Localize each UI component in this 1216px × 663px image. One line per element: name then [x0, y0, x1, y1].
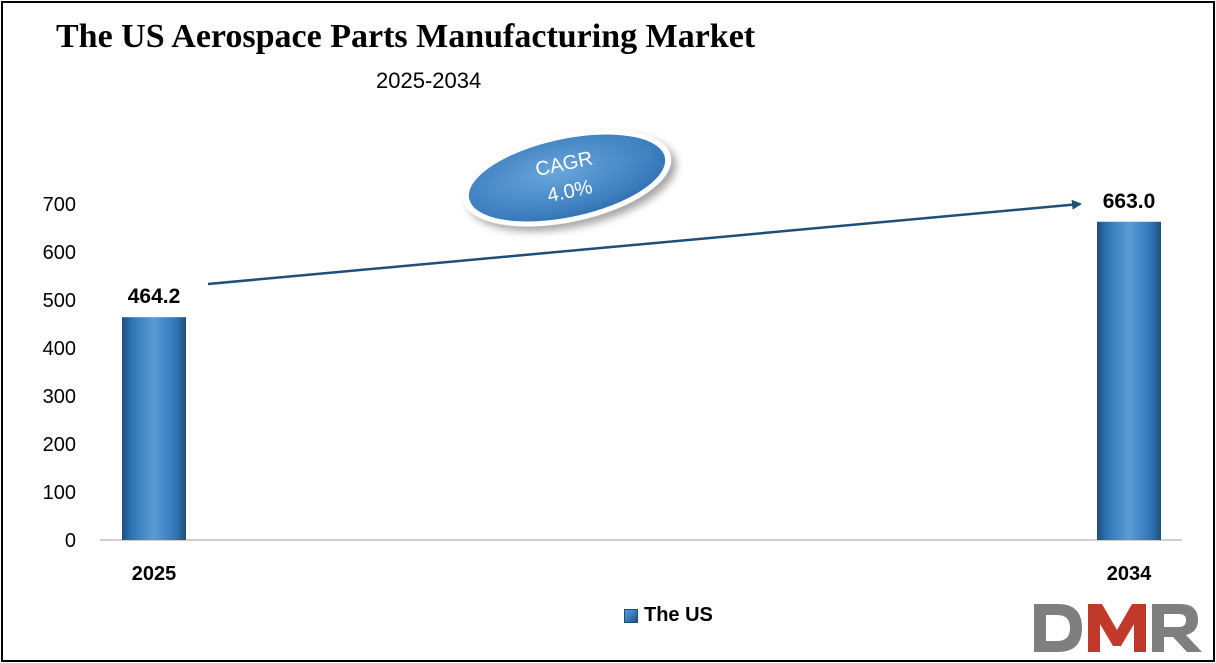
growth-arrow	[207, 199, 1082, 286]
legend-swatch	[624, 608, 638, 623]
y-tick-label: 300	[43, 386, 76, 408]
x-tick-label-2025: 2025	[132, 563, 177, 585]
x-axis-labels: 2025 2034	[132, 563, 1152, 585]
chart-subtitle: 2025-2034	[376, 68, 482, 93]
y-tick-label: 500	[43, 290, 76, 312]
x-tick-label-2034: 2034	[1107, 563, 1152, 585]
cagr-badge: CAGR 4.0%	[462, 129, 672, 227]
y-tick-label: 600	[43, 242, 76, 264]
data-label-2025: 464.2	[128, 285, 181, 308]
legend-label: The US	[644, 604, 713, 626]
y-tick-label: 0	[65, 530, 76, 552]
legend: The US	[624, 604, 713, 627]
bar-2025	[122, 317, 186, 540]
y-axis: 0 100 200 300 400 500 600 700	[43, 194, 76, 552]
bar-2034	[1097, 221, 1161, 540]
y-tick-label: 700	[43, 194, 76, 216]
chart-title: The US Aerospace Parts Manufacturing Mar…	[56, 18, 756, 55]
y-tick-label: 200	[43, 434, 76, 456]
y-tick-label: 400	[43, 338, 76, 360]
dmr-logo	[1034, 604, 1202, 652]
y-tick-label: 100	[43, 482, 76, 504]
data-label-2034: 663.0	[1103, 190, 1156, 213]
bars-group: 464.2 663.0	[122, 190, 1161, 540]
